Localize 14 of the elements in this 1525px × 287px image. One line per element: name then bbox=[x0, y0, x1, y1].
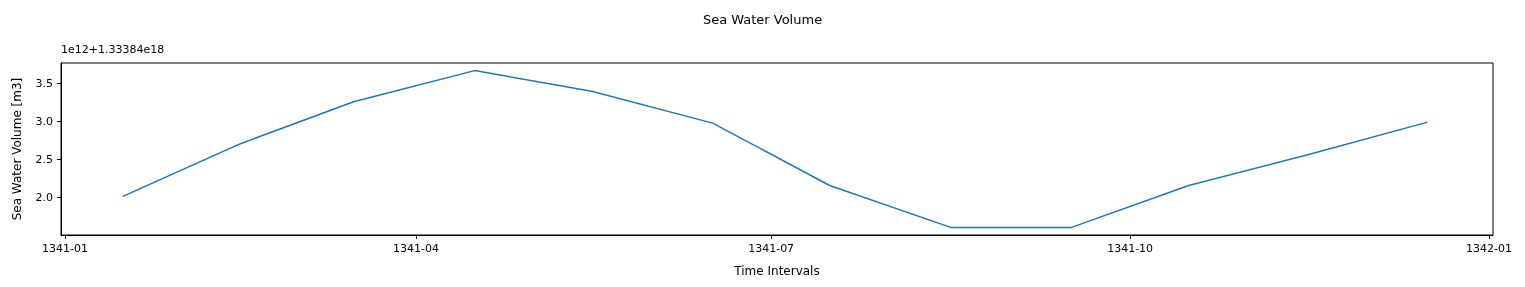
y-tick-label: 2.0 bbox=[35, 191, 53, 205]
x-tick-label: 1342-01 bbox=[1466, 242, 1513, 255]
x-tick-label: 1341-07 bbox=[748, 242, 795, 255]
x-axis-title: Time Intervals bbox=[733, 264, 820, 278]
chart-title: Sea Water Volume bbox=[702, 12, 823, 27]
x-tick-label: 1341-04 bbox=[393, 242, 440, 255]
y-axis-title: Sea Water Volume [m3] bbox=[10, 77, 24, 221]
text: 1e12+1.33384e18 bbox=[61, 43, 165, 56]
x-tick-label: 1341-10 bbox=[1107, 242, 1154, 255]
y-tick-label: 3.5 bbox=[35, 77, 53, 91]
y-tick-label: 3.0 bbox=[35, 115, 53, 129]
x-tick-label: 1341-01 bbox=[41, 242, 88, 255]
line-series bbox=[122, 69, 1428, 229]
y-tick-label: 2.5 bbox=[35, 153, 53, 167]
